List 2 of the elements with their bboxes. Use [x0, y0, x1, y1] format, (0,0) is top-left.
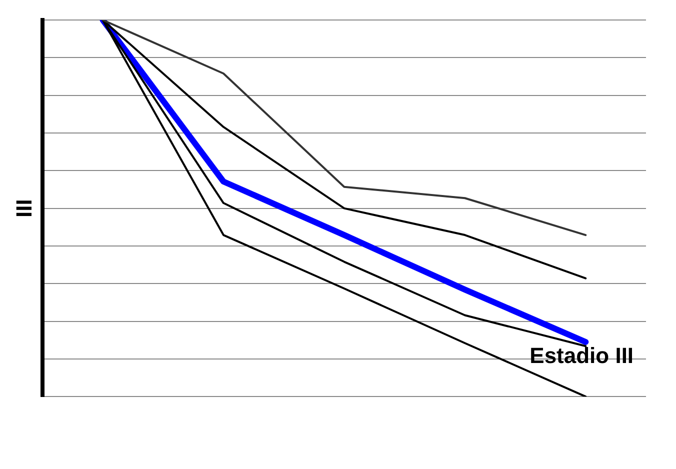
y-axis-title: III	[11, 199, 36, 218]
series-label: Estadio III	[530, 343, 634, 368]
